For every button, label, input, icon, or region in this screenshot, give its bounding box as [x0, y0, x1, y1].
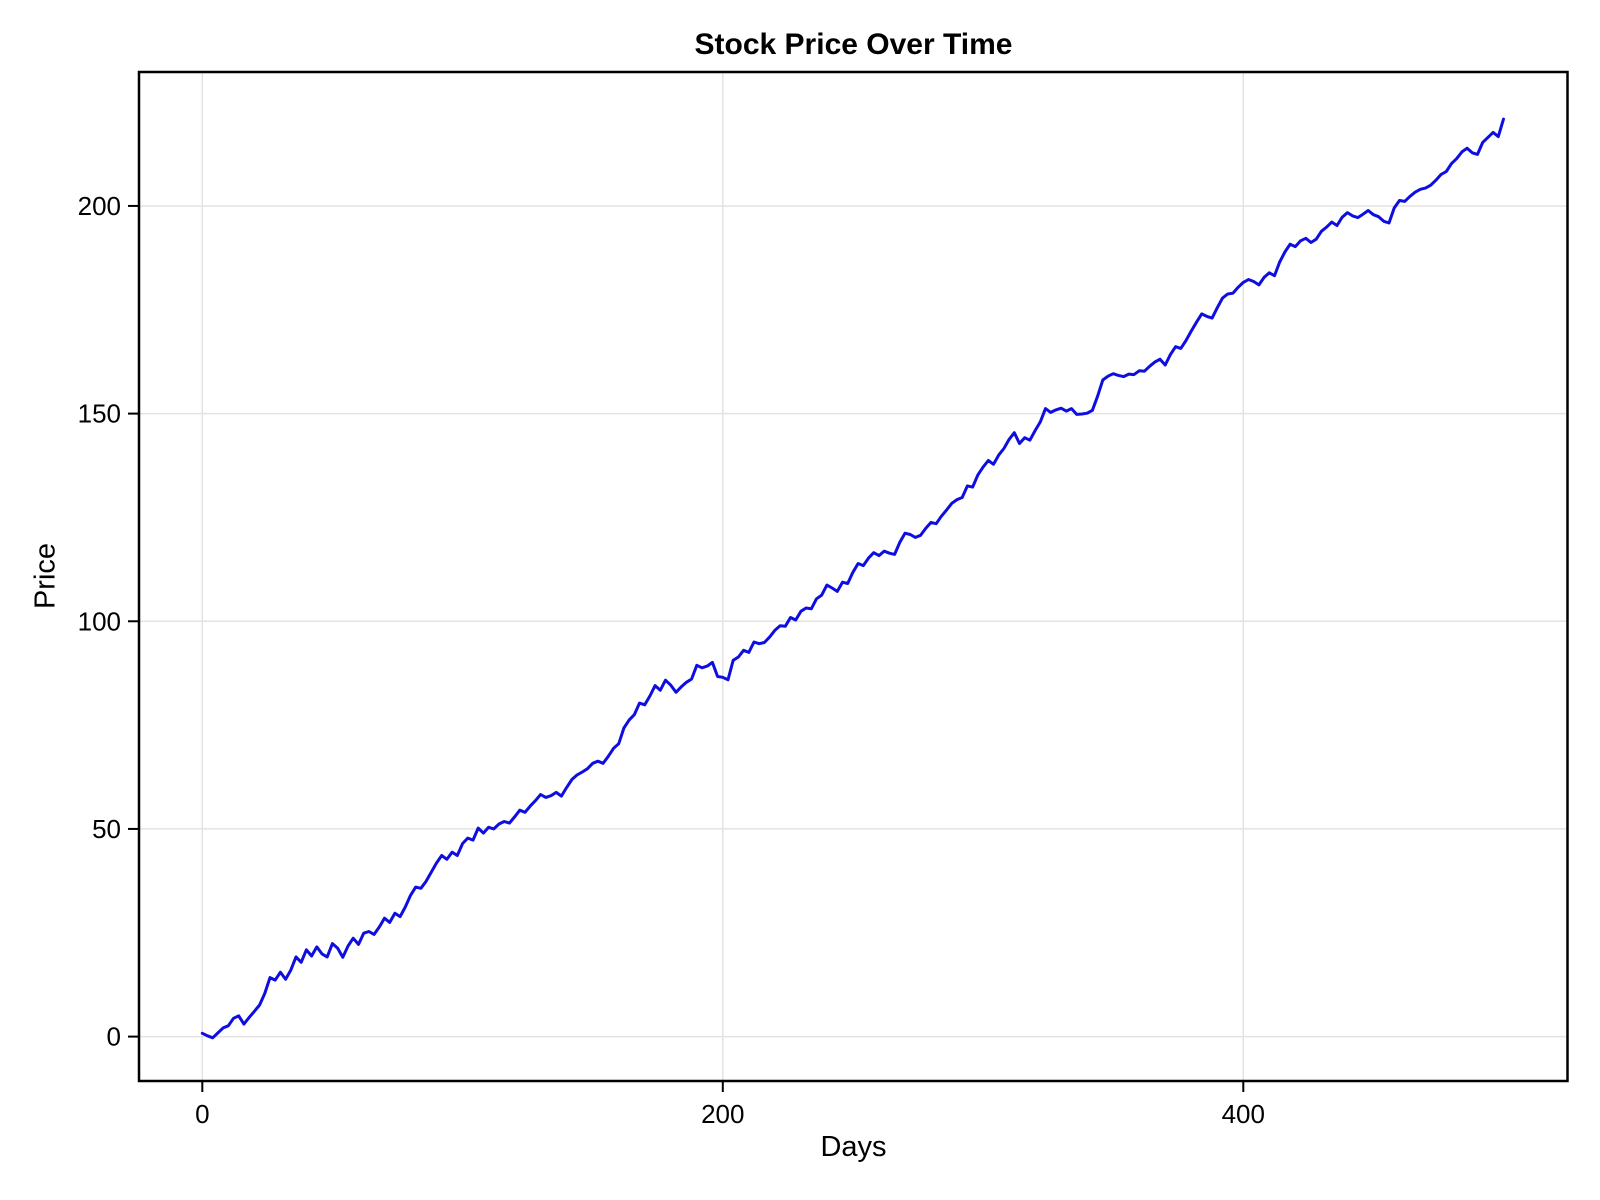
y-axis-label: Price — [29, 542, 62, 610]
y-tick-label: 150 — [78, 399, 121, 429]
x-tick-label: 0 — [195, 1099, 209, 1129]
plot-frame — [137, 70, 1569, 1083]
x-tick-label: 200 — [701, 1099, 744, 1129]
y-tick-label: 0 — [107, 1022, 121, 1052]
y-tick-label: 200 — [78, 191, 121, 221]
chart-title: Stock Price Over Time — [694, 28, 1013, 61]
y-tick-label: 50 — [92, 814, 121, 844]
x-tick-label: 400 — [1222, 1099, 1265, 1129]
price-line — [200, 117, 1505, 1040]
y-tick-label: 100 — [78, 606, 121, 636]
x-axis-label: Days — [820, 1131, 887, 1163]
